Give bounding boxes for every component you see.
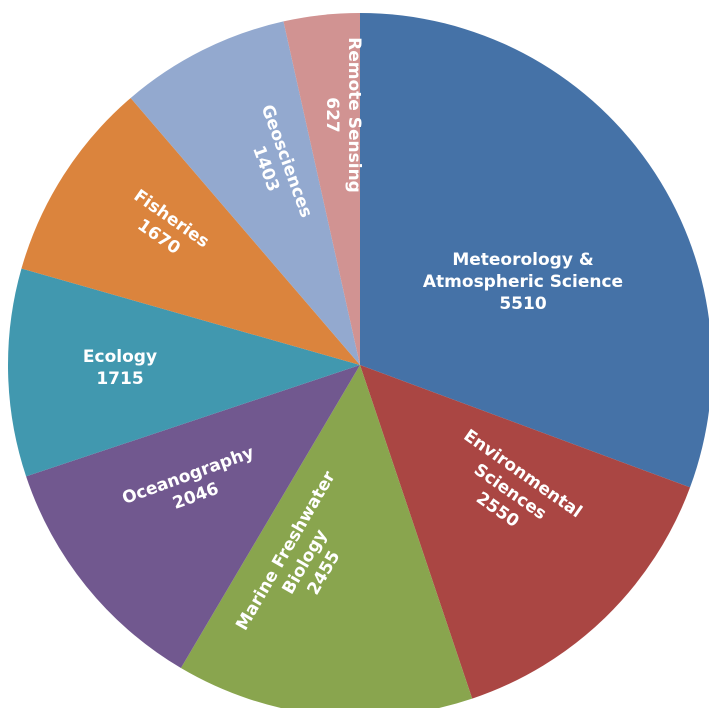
category-label: Ecology [82, 347, 158, 367]
pie-slice [283, 13, 360, 365]
slice-label: Remote Sensing 627 [321, 15, 365, 215]
pie-slice [26, 365, 361, 669]
value-label: 5510 [499, 294, 547, 314]
pie-slice [180, 365, 473, 708]
category-label: Remote Sensing [344, 37, 364, 193]
pie-slice [360, 13, 709, 488]
value-label: 627 [322, 97, 342, 133]
category-label: Meteorology & Atmospheric Science [422, 250, 624, 292]
pie-slice [360, 365, 691, 699]
value-label: 1715 [96, 369, 144, 389]
pie-slice [130, 21, 360, 365]
pie-slice [7, 268, 361, 477]
pie-slice [21, 97, 360, 365]
slice-label: Meteorology & Atmospheric Science 5510 [403, 249, 643, 315]
slice-label: Ecology 1715 [40, 346, 200, 390]
